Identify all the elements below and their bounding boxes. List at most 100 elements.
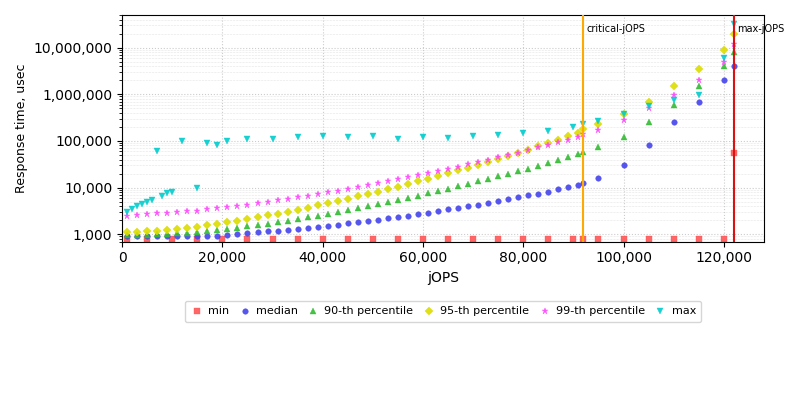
99-th percentile xyxy=(443,166,453,171)
max xyxy=(167,190,177,194)
min xyxy=(644,236,654,241)
max xyxy=(494,132,503,137)
min xyxy=(578,236,588,241)
max xyxy=(318,133,327,138)
max xyxy=(569,124,578,129)
min xyxy=(167,236,177,241)
min xyxy=(293,236,302,241)
max xyxy=(694,93,703,98)
90-th percentile xyxy=(434,189,443,194)
99-th percentile xyxy=(483,157,493,162)
min xyxy=(368,236,378,241)
median xyxy=(323,223,333,228)
max xyxy=(729,22,738,26)
Line: median: median xyxy=(124,64,737,239)
min xyxy=(468,236,478,241)
min xyxy=(142,236,152,241)
90-th percentile xyxy=(483,176,493,181)
95-th percentile xyxy=(122,230,132,235)
95-th percentile xyxy=(413,179,422,184)
min xyxy=(694,236,703,241)
median xyxy=(443,207,453,212)
X-axis label: jOPS: jOPS xyxy=(427,271,459,285)
max xyxy=(518,131,528,136)
min xyxy=(393,236,402,241)
min xyxy=(343,236,353,241)
Line: 95-th percentile: 95-th percentile xyxy=(124,31,737,235)
max xyxy=(393,137,402,142)
max xyxy=(132,204,142,208)
max xyxy=(343,135,353,140)
min xyxy=(268,236,278,241)
95-th percentile xyxy=(443,171,453,176)
min xyxy=(569,236,578,241)
Text: critical-jOPS: critical-jOPS xyxy=(586,24,646,34)
min xyxy=(418,236,428,241)
max xyxy=(669,98,678,102)
max xyxy=(618,112,628,116)
min xyxy=(669,236,678,241)
min xyxy=(242,236,252,241)
max xyxy=(122,210,132,214)
max xyxy=(138,202,147,206)
Y-axis label: Response time, usec: Response time, usec xyxy=(15,64,28,193)
max xyxy=(153,149,162,154)
max xyxy=(162,191,172,196)
min xyxy=(443,236,453,241)
99-th percentile xyxy=(122,213,132,218)
max xyxy=(719,56,729,60)
max xyxy=(142,199,152,204)
median xyxy=(434,209,443,214)
max xyxy=(293,135,302,140)
max xyxy=(158,194,167,199)
Legend: min, median, 90-th percentile, 95-th percentile, 99-th percentile, max: min, median, 90-th percentile, 95-th per… xyxy=(185,301,702,322)
95-th percentile xyxy=(434,174,443,178)
max xyxy=(644,104,654,109)
99-th percentile xyxy=(413,173,422,178)
min xyxy=(494,236,503,241)
90-th percentile xyxy=(729,50,738,54)
Line: 90-th percentile: 90-th percentile xyxy=(124,49,738,239)
min xyxy=(719,236,729,241)
min xyxy=(594,236,603,241)
max xyxy=(268,137,278,142)
max xyxy=(594,118,603,123)
median xyxy=(213,234,222,238)
95-th percentile xyxy=(213,222,222,226)
95-th percentile xyxy=(483,160,493,164)
min xyxy=(729,151,738,156)
90-th percentile xyxy=(413,193,422,198)
median xyxy=(413,212,422,216)
max xyxy=(418,135,428,140)
95-th percentile xyxy=(323,201,333,206)
Line: max: max xyxy=(124,20,738,216)
90-th percentile xyxy=(323,212,333,216)
max xyxy=(147,197,157,202)
max xyxy=(242,137,252,142)
min xyxy=(218,236,227,241)
min xyxy=(122,236,132,241)
min xyxy=(518,236,528,241)
99-th percentile xyxy=(323,190,333,195)
95-th percentile xyxy=(729,31,738,36)
max xyxy=(368,133,378,138)
99-th percentile xyxy=(213,206,222,211)
Line: 99-th percentile: 99-th percentile xyxy=(124,40,738,219)
median xyxy=(122,234,132,239)
min xyxy=(193,236,202,241)
max xyxy=(578,122,588,126)
max xyxy=(178,138,187,143)
99-th percentile xyxy=(434,168,443,173)
99-th percentile xyxy=(729,42,738,46)
Line: min: min xyxy=(124,150,737,242)
90-th percentile xyxy=(213,228,222,232)
median xyxy=(729,64,738,68)
max xyxy=(543,128,553,133)
median xyxy=(483,200,493,205)
max xyxy=(222,138,232,143)
max xyxy=(468,134,478,139)
max xyxy=(127,206,137,211)
min xyxy=(318,236,327,241)
Text: max-jOPS: max-jOPS xyxy=(737,24,784,34)
max xyxy=(443,136,453,140)
